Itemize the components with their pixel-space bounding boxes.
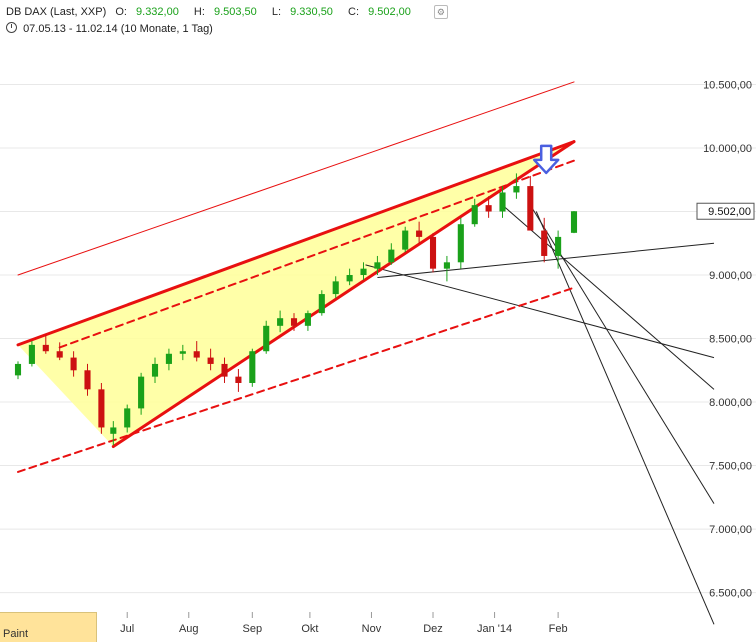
chart-header: DB DAX (Last, XXP) O: 9.332,00 H: 9.503,… — [0, 0, 756, 40]
paint-button[interactable]: Paint — [0, 612, 97, 642]
candle-body — [193, 351, 200, 358]
candle-body — [263, 325, 270, 352]
x-tick-label: Feb — [549, 623, 568, 635]
wedge-lower-trendline — [111, 140, 576, 449]
candle-body — [70, 357, 77, 371]
candle-body — [471, 205, 478, 225]
x-tick-label: Jul — [120, 623, 134, 635]
candle-body — [443, 262, 450, 269]
candle-body — [555, 236, 562, 256]
candle-body — [28, 344, 35, 364]
candle-body — [499, 192, 506, 212]
black-trendline — [535, 211, 715, 625]
open-label: O: — [115, 5, 127, 18]
paint-button-label: Paint — [3, 628, 29, 640]
candle-body — [304, 313, 311, 326]
candle-body — [485, 205, 492, 212]
candle-body — [416, 230, 423, 237]
instrument-title: DB DAX (Last, XXP) — [6, 5, 107, 18]
candle-body — [138, 376, 145, 409]
candle-body — [388, 249, 395, 263]
y-tick-label: 9.000,00 — [709, 270, 752, 282]
y-tick-label: 10.500,00 — [703, 79, 752, 91]
candle-body — [318, 294, 325, 314]
candle-body — [570, 211, 578, 233]
candle-body — [513, 186, 520, 193]
candle-body — [249, 351, 256, 383]
black-trendline — [365, 264, 715, 359]
close-value: 9.502,00 — [368, 5, 411, 18]
candle-body — [151, 363, 159, 377]
high-value: 9.503,50 — [213, 5, 257, 18]
grid — [0, 83, 756, 594]
x-tick-label: Okt — [301, 623, 318, 635]
candle-body — [332, 281, 339, 295]
candle-body — [42, 344, 49, 352]
settings-icon[interactable]: ⚙ — [433, 5, 448, 19]
red-trendlines — [16, 81, 576, 473]
date-range-row: 07.05.13 - 11.02.14 (10 Monate, 1 Tag) — [6, 22, 213, 35]
candle-body — [235, 376, 242, 383]
open-value: 9.332,00 — [136, 5, 179, 18]
date-range: 07.05.13 - 11.02.14 (10 Monate, 1 Tag) — [23, 23, 213, 35]
wedge-upper-trendline — [16, 140, 576, 347]
x-tick-label: Aug — [179, 623, 199, 635]
x-tick-label: Jan '14 — [477, 623, 512, 635]
x-tick-label: Dez — [423, 623, 443, 635]
y-tick-label: 6.500,00 — [709, 588, 752, 600]
black-trendline — [502, 204, 715, 390]
candle-body — [179, 351, 186, 354]
candle-body — [221, 363, 228, 377]
candle-body — [402, 230, 409, 250]
candles — [14, 173, 578, 446]
red-dashed-lower-trendline — [17, 286, 575, 473]
clock-icon — [6, 22, 17, 33]
candle-body — [541, 230, 548, 256]
y-axis: 6.500,00 7.000,00 7.500,00 8.000,00 8.500,00… — [696, 79, 755, 600]
candle-body — [277, 318, 284, 326]
red-thin-trendline — [17, 81, 575, 276]
y-tick-label: 10.000,00 — [703, 143, 752, 155]
candle-body — [527, 186, 534, 231]
y-tick-label: 7.000,00 — [709, 524, 752, 536]
low-label: L: — [271, 5, 282, 18]
x-axis: Jul Aug Sep Okt Nov Dez Jan '14 Feb — [120, 612, 568, 635]
candle-body — [457, 224, 464, 263]
candle-body — [110, 427, 117, 434]
candle-body — [124, 408, 131, 428]
y-tick-label: 8.000,00 — [709, 397, 752, 409]
candle-body — [56, 351, 63, 358]
x-tick-label: Nov — [362, 623, 382, 635]
candle-body — [360, 268, 367, 276]
y-tick-label: 8.500,00 — [709, 334, 752, 346]
down-arrow-icon — [532, 144, 560, 175]
candle-body — [98, 389, 105, 428]
x-tick-label: Sep — [243, 623, 263, 635]
markers — [532, 144, 560, 175]
candle-body — [165, 353, 172, 364]
red-dashed-upper-trendline — [58, 159, 575, 349]
candle-body — [84, 370, 91, 390]
low-value: 9.330,50 — [290, 5, 333, 18]
candle-body — [290, 318, 298, 326]
candle-body — [429, 236, 437, 269]
high-label: H: — [193, 5, 205, 18]
close-label: C: — [348, 5, 359, 18]
candle-body — [14, 363, 22, 376]
last-price-box — [696, 202, 755, 220]
y-tick-label: 7.500,00 — [709, 461, 752, 473]
candle-body — [346, 275, 353, 282]
candle-body — [207, 357, 214, 364]
ohlc-row: DB DAX (Last, XXP) O: 9.332,00 H: 9.503,… — [6, 5, 454, 19]
last-price-label: 9.502,00 — [708, 206, 751, 218]
candle-body — [374, 262, 381, 269]
black-trendlines — [365, 204, 715, 625]
